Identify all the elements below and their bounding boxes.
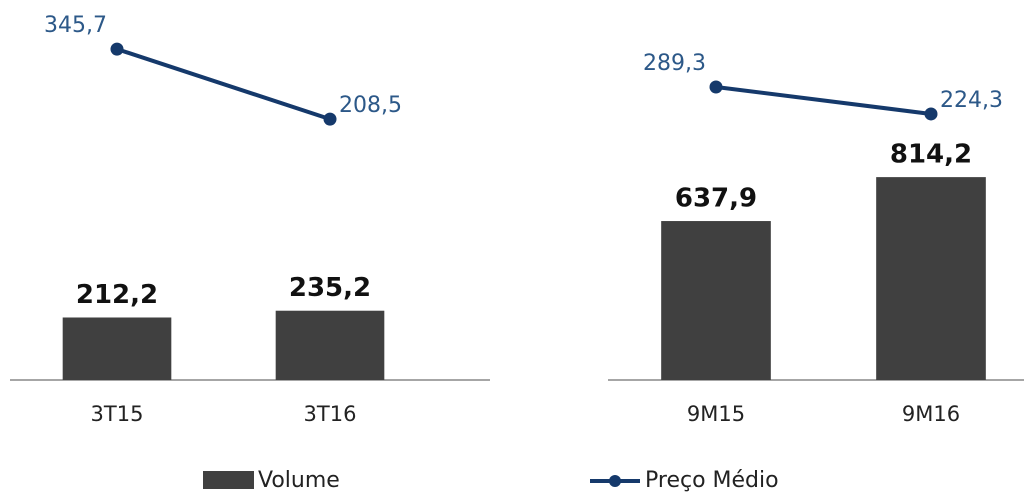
bar — [876, 177, 986, 380]
bar — [661, 221, 771, 380]
line — [715, 85, 932, 116]
data-label: 224,3 — [940, 88, 1003, 113]
x-tick-label: 9M15 — [687, 402, 745, 426]
legend-label: Volume — [258, 468, 340, 492]
bar — [275, 310, 385, 380]
line-point — [709, 80, 723, 94]
legend-swatch — [609, 475, 621, 487]
data-label: 637,9 — [675, 184, 757, 214]
x-tick-label: 9M16 — [902, 402, 960, 426]
line-point — [924, 107, 938, 121]
line-point — [110, 42, 124, 56]
legend-swatch — [203, 471, 254, 489]
bar — [62, 317, 172, 380]
line — [116, 47, 331, 122]
data-label: 289,3 — [643, 51, 706, 76]
data-label: 212,2 — [76, 280, 158, 310]
x-tick-label: 3T16 — [304, 402, 357, 426]
data-label: 235,2 — [289, 273, 371, 303]
data-label: 208,5 — [339, 93, 402, 118]
data-label: 345,7 — [44, 13, 107, 38]
x-tick-label: 3T15 — [91, 402, 144, 426]
data-label: 814,2 — [890, 140, 972, 170]
line-point — [323, 112, 337, 126]
legend-label: Preço Médio — [645, 468, 779, 492]
